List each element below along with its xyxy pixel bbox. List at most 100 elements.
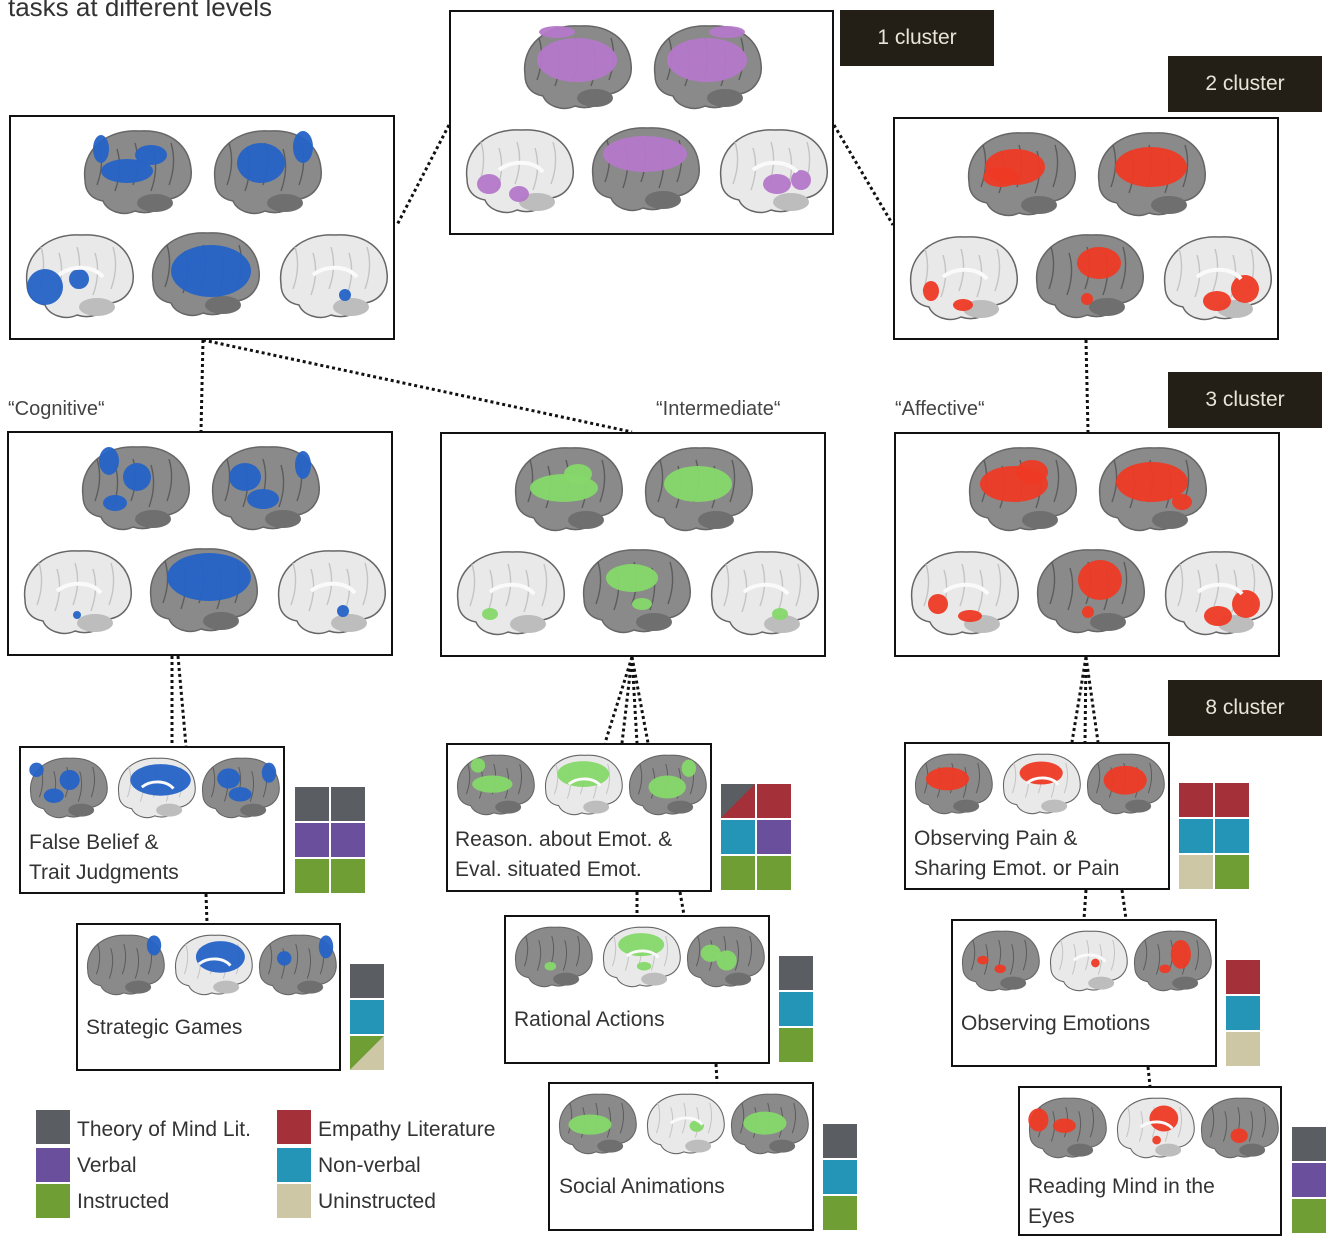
medial-brain-4 — [277, 550, 386, 635]
lateral-brain-0 — [81, 446, 190, 531]
lateral-brain-0 — [87, 934, 165, 996]
lateral-brain-0 — [457, 754, 535, 816]
brain-images — [909, 132, 1272, 321]
legend-swatch-tom — [36, 1110, 70, 1144]
affective-brain-panel — [894, 432, 1280, 657]
square-strategic-0 — [350, 964, 384, 998]
square-false-belief-2-0 — [295, 859, 329, 893]
brain-images — [23, 446, 386, 635]
reading-mind-label-1: Reading Mind in the — [1028, 1175, 1215, 1198]
reading-mind-panel: Reading Mind in the Eyes — [1018, 1086, 1282, 1236]
lateral-brain-3 — [582, 549, 691, 634]
square-pain-0-0 — [1179, 783, 1213, 817]
lateral-brain-1 — [213, 130, 322, 215]
false-belief-label-1: False Belief & — [29, 831, 159, 854]
cluster-2-cognitive-brain-panel — [9, 115, 395, 340]
connector-line-18 — [1120, 889, 1128, 920]
legend-label-instructed: Instructed — [77, 1190, 170, 1213]
medial-brain-1 — [1050, 930, 1128, 992]
medial-brain-2 — [910, 551, 1019, 636]
medial-brain-1 — [118, 757, 196, 819]
strategic-games-panel: Strategic Games — [76, 923, 341, 1071]
connector-line-13 — [1084, 656, 1100, 743]
connector-line-10 — [630, 656, 650, 744]
false-belief-panel: False Belief & Trait Judgments — [19, 746, 285, 894]
brain-images — [456, 447, 819, 636]
square-strategic-1 — [350, 1000, 384, 1034]
medial-brain-1 — [1117, 1097, 1195, 1159]
square-reason-0-1 — [757, 784, 791, 818]
lateral-brain-2 — [1201, 1097, 1279, 1159]
square-rational-0 — [779, 956, 813, 990]
cognitive-brain-panel — [7, 431, 393, 656]
connector-line-9 — [630, 656, 639, 744]
connector-line-19 — [714, 1063, 719, 1083]
square-reason-1-1 — [757, 820, 791, 854]
false-belief-label-2: Trait Judgments — [29, 861, 179, 884]
square-reading-1 — [1292, 1163, 1326, 1197]
reading-mind-label-2: Eyes — [1028, 1205, 1075, 1228]
lateral-brain-0 — [83, 130, 192, 215]
connector-line-3 — [202, 338, 633, 434]
lateral-brain-1 — [1097, 132, 1206, 217]
lateral-brain-2 — [687, 926, 765, 988]
connector-line-20 — [1146, 1066, 1152, 1087]
lateral-brain-1 — [653, 25, 762, 110]
lateral-brain-0 — [1028, 1097, 1107, 1159]
square-reason-1-0 — [721, 820, 755, 854]
cluster-2-affective-brain-panel — [893, 117, 1279, 340]
medial-brain-1 — [175, 934, 253, 996]
square-reading-0 — [1292, 1127, 1326, 1161]
connector-line-11 — [1070, 656, 1088, 743]
observing-pain-panel: Observing Pain & Sharing Emot. or Pain — [904, 742, 1170, 890]
legend-label-tom: Theory of Mind Lit. — [77, 1118, 251, 1141]
connector-line-1 — [832, 124, 895, 226]
lateral-brain-0 — [559, 1093, 637, 1155]
lateral-brain-0 — [915, 753, 993, 815]
legend-swatch-uninstructed — [277, 1184, 311, 1218]
lateral-brain-1 — [644, 447, 753, 532]
square-pain-0-1 — [1215, 783, 1249, 817]
lateral-brain-0 — [515, 926, 593, 988]
medial-brain-1 — [603, 926, 681, 988]
figure-title: tasks at different levels — [8, 0, 272, 22]
medial-brain-1 — [647, 1093, 725, 1155]
reason-emotion-label-2: Eval. situated Emot. — [455, 858, 642, 881]
reason-emotion-panel: Reason. about Emot. & Eval. situated Emo… — [446, 743, 712, 892]
affective-label: “Affective“ — [895, 398, 985, 420]
lateral-brain-0 — [523, 25, 632, 110]
medial-brain-4 — [279, 234, 388, 319]
brain-images — [465, 25, 828, 214]
strategic-games-label: Strategic Games — [86, 1016, 243, 1039]
legend-swatch-nonverbal — [277, 1148, 311, 1182]
cluster-1-badge: 1 cluster — [840, 10, 994, 66]
brain-images — [915, 753, 1165, 815]
medial-brain-1 — [1003, 753, 1081, 815]
lateral-brain-3 — [1036, 549, 1145, 634]
medial-brain-4 — [719, 129, 828, 214]
rational-actions-label: Rational Actions — [514, 1008, 665, 1031]
legend-swatch-verbal — [36, 1148, 70, 1182]
lateral-brain-3 — [149, 548, 258, 633]
lateral-brain-0 — [962, 930, 1040, 992]
medial-brain-2 — [25, 234, 134, 319]
legend-label-uninstructed: Uninstructed — [318, 1190, 436, 1213]
cluster-8-badge: 8 cluster — [1168, 680, 1322, 736]
brain-images — [29, 757, 280, 819]
brain-images — [910, 447, 1273, 636]
intermediate-brain-panel — [440, 432, 826, 657]
observing-emotions-label: Observing Emotions — [961, 1012, 1151, 1035]
square-social-2 — [823, 1196, 857, 1230]
medial-brain-4 — [710, 551, 819, 636]
square-emotions-0 — [1226, 960, 1260, 994]
lateral-brain-0 — [967, 132, 1076, 217]
lateral-brain-0 — [968, 447, 1077, 532]
connector-line-4 — [1084, 339, 1090, 433]
observing-emotions-panel: Observing Emotions — [951, 919, 1217, 1067]
connector-line-6 — [176, 655, 188, 747]
cluster-3-badge: 3 cluster — [1168, 372, 1322, 428]
lateral-brain-2 — [202, 757, 280, 819]
lateral-brain-3 — [1035, 234, 1144, 319]
observing-pain-label-2: Sharing Emot. or Pain — [914, 857, 1120, 880]
legend-swatch-empathy — [277, 1110, 311, 1144]
